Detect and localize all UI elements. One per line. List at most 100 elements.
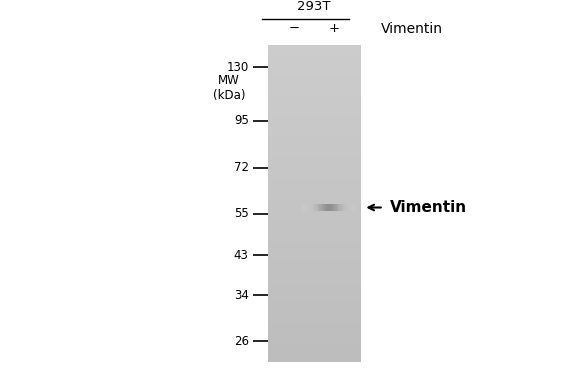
Bar [318, 204, 320, 211]
Bar [268, 83, 360, 86]
Text: 95: 95 [234, 114, 249, 127]
Bar [342, 204, 344, 211]
Bar [327, 204, 329, 211]
Bar [268, 89, 360, 93]
Bar [268, 162, 360, 166]
Bar [268, 298, 360, 302]
Bar [268, 146, 360, 150]
Bar [268, 115, 360, 118]
Bar [321, 204, 324, 211]
Bar [314, 204, 317, 211]
Bar [268, 67, 360, 70]
Bar [352, 204, 354, 211]
Bar [268, 203, 360, 207]
Text: 43: 43 [234, 249, 249, 262]
Bar [268, 314, 360, 318]
Bar [268, 165, 360, 169]
Bar [268, 245, 360, 248]
Bar [268, 48, 360, 51]
Text: Vimentin: Vimentin [381, 22, 443, 36]
Bar [268, 346, 360, 349]
Bar [268, 355, 360, 359]
Bar [268, 301, 360, 305]
Bar [268, 197, 360, 200]
Bar [268, 76, 360, 80]
Bar [268, 206, 360, 210]
Bar [268, 321, 360, 324]
Bar [311, 204, 313, 211]
Bar [350, 204, 353, 211]
Bar [268, 295, 360, 299]
Bar [268, 216, 360, 219]
Bar [313, 204, 315, 211]
Bar [268, 229, 360, 232]
Bar [323, 204, 325, 211]
Bar [268, 352, 360, 356]
Bar [339, 204, 340, 211]
Text: 26: 26 [234, 335, 249, 348]
Bar [268, 172, 360, 175]
Bar [268, 308, 360, 311]
Bar [268, 266, 360, 270]
Bar [304, 204, 306, 211]
Bar [268, 149, 360, 153]
Bar [268, 263, 360, 267]
Bar [268, 311, 360, 314]
Bar [330, 204, 332, 211]
Bar [268, 276, 360, 280]
Bar [268, 194, 360, 197]
Bar [268, 51, 360, 54]
Bar [268, 342, 360, 346]
Bar [332, 204, 334, 211]
Bar [268, 54, 360, 58]
Bar [268, 292, 360, 296]
Bar [268, 45, 360, 48]
Bar [268, 95, 360, 99]
Text: −: − [288, 22, 299, 35]
Text: +: + [329, 22, 340, 35]
Bar [268, 118, 360, 121]
Text: 72: 72 [234, 161, 249, 174]
Bar [349, 204, 351, 211]
Bar [268, 260, 360, 264]
Bar [268, 254, 360, 257]
Bar [316, 204, 318, 211]
Bar [268, 99, 360, 102]
Bar [335, 204, 338, 211]
Bar [268, 159, 360, 162]
Bar [268, 330, 360, 333]
Bar [268, 270, 360, 273]
Bar [268, 273, 360, 276]
Bar [268, 336, 360, 340]
Bar [268, 222, 360, 226]
Bar [268, 349, 360, 353]
Bar [268, 232, 360, 235]
Bar [268, 286, 360, 289]
Bar [268, 86, 360, 90]
Bar [268, 181, 360, 184]
Bar [307, 204, 310, 211]
Bar [268, 57, 360, 61]
Bar [328, 204, 331, 211]
Bar [268, 105, 360, 108]
Text: 293T: 293T [297, 0, 331, 13]
Bar [306, 204, 308, 211]
Bar [268, 317, 360, 321]
Bar [268, 184, 360, 188]
Bar [268, 219, 360, 223]
Bar [345, 204, 347, 211]
Bar [268, 152, 360, 156]
Bar [268, 282, 360, 286]
Text: Vimentin: Vimentin [389, 200, 467, 215]
Bar [268, 251, 360, 254]
Bar [268, 358, 360, 362]
Bar [268, 241, 360, 245]
Bar [268, 324, 360, 327]
Bar [268, 79, 360, 83]
Bar [268, 248, 360, 251]
Bar [333, 204, 336, 211]
Text: 34: 34 [234, 289, 249, 302]
Bar [268, 235, 360, 239]
Bar [309, 204, 311, 211]
Bar [268, 102, 360, 105]
